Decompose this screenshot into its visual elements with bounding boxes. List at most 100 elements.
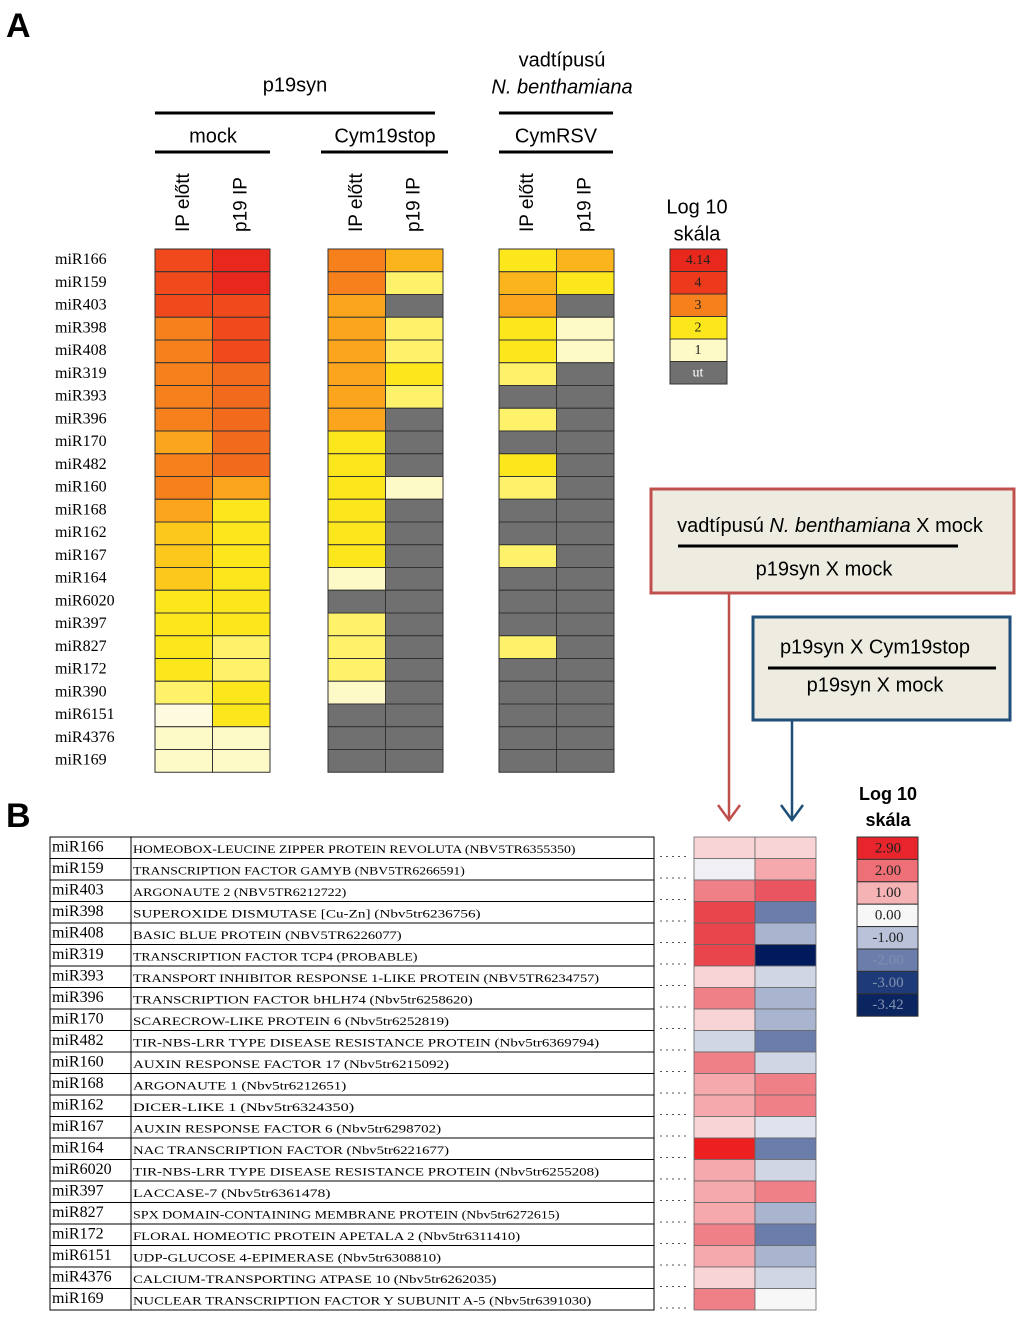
heat-cell xyxy=(327,476,386,500)
heat-cell xyxy=(693,1008,756,1031)
heat-cell xyxy=(327,407,386,432)
heat-cell xyxy=(385,544,444,568)
heat-cell xyxy=(754,1159,817,1182)
heat-cell xyxy=(327,453,386,477)
column-label: p19 IP xyxy=(230,177,251,232)
heat-cell xyxy=(556,749,615,773)
ratio-numerator: p19syn X Cym19stop xyxy=(780,636,970,658)
heat-cell xyxy=(154,635,213,659)
heat-cell xyxy=(498,362,557,386)
target-label: TRANSCRIPTION FACTOR bHLH74 (Nbv5tr62586… xyxy=(133,992,473,1006)
heat-cell xyxy=(385,635,444,659)
heat-cell xyxy=(212,521,271,546)
heat-cell xyxy=(754,836,817,859)
target-label: CALCIUM-TRANSPORTING ATPASE 10 (Nbv5tr62… xyxy=(133,1272,496,1286)
heat-cell xyxy=(498,635,557,659)
heat-cell xyxy=(693,1266,756,1289)
row-label: miR398 xyxy=(55,319,107,336)
heat-cell xyxy=(327,316,386,341)
mirna-label: miR159 xyxy=(52,860,104,877)
row-label: miR162 xyxy=(55,524,107,541)
mirna-label: miR398 xyxy=(52,903,104,920)
row-label: miR396 xyxy=(55,410,107,427)
heat-cell xyxy=(212,498,271,523)
legend-label: 4 xyxy=(695,276,702,291)
target-label: AUXIN RESPONSE FACTOR 17 (Nbv5tr6215092) xyxy=(133,1057,449,1071)
heat-cell xyxy=(154,271,213,295)
mirna-label: miR6151 xyxy=(52,1247,112,1264)
heat-cell xyxy=(327,680,386,705)
target-label: SCARECROW-LIKE PROTEIN 6 (Nbv5tr6252819) xyxy=(133,1014,449,1028)
heat-cell xyxy=(212,453,271,477)
heat-cell xyxy=(327,658,386,682)
heat-cell xyxy=(385,589,444,614)
legend-title: Log 10 xyxy=(666,196,727,218)
heat-cell xyxy=(556,726,615,750)
heat-cell xyxy=(556,635,615,659)
target-label: SPX DOMAIN-CONTAINING MEMBRANE PROTEIN (… xyxy=(133,1207,560,1221)
heat-cell xyxy=(693,1245,756,1268)
legend-label: -3.00 xyxy=(872,975,903,991)
mirna-label: miR6020 xyxy=(52,1161,112,1178)
heat-cell xyxy=(385,726,444,750)
row-label: miR390 xyxy=(55,683,107,700)
heat-cell xyxy=(754,1008,817,1031)
row-label: miR160 xyxy=(55,479,107,496)
heat-cell xyxy=(693,1051,756,1074)
heat-cell xyxy=(556,703,615,728)
heat-cell xyxy=(556,294,615,318)
mirna-label: miR160 xyxy=(52,1054,104,1071)
heat-cell xyxy=(693,1137,756,1160)
legend-swatch xyxy=(669,361,728,385)
row-label: miR172 xyxy=(55,661,107,678)
heat-cell xyxy=(693,922,756,945)
heat-cell xyxy=(212,430,271,455)
heat-cell xyxy=(498,248,557,273)
heat-cell xyxy=(754,1180,817,1203)
row-label: miR319 xyxy=(55,365,107,382)
heat-cell xyxy=(556,476,615,500)
mirna-label: miR408 xyxy=(52,925,104,942)
heat-cell xyxy=(556,498,615,523)
heat-cell xyxy=(754,858,817,881)
mirna-label: miR164 xyxy=(52,1140,104,1157)
heat-cell xyxy=(754,879,817,902)
heat-cell xyxy=(154,612,213,637)
heat-cell xyxy=(693,1180,756,1203)
heat-cell xyxy=(754,1288,817,1311)
group-title: N. benthamiana xyxy=(491,76,632,98)
heat-cell xyxy=(498,680,557,705)
heat-cell xyxy=(556,680,615,705)
heat-cell xyxy=(154,385,213,409)
heat-cell xyxy=(693,1202,756,1225)
heat-cell xyxy=(385,658,444,682)
heat-cell xyxy=(327,544,386,568)
heat-cell xyxy=(327,385,386,409)
ratio-box xyxy=(649,487,1016,595)
heat-cell xyxy=(754,1051,817,1074)
heat-cell xyxy=(556,612,615,637)
mirna-label: miR166 xyxy=(52,839,104,856)
heat-cell xyxy=(154,726,213,750)
heat-cell xyxy=(754,901,817,924)
heat-cell xyxy=(498,385,557,409)
heat-cell xyxy=(693,1159,756,1182)
heat-cell xyxy=(212,567,271,591)
target-label: BASIC BLUE PROTEIN (NBV5TR6226077) xyxy=(133,928,402,942)
heat-cell xyxy=(385,407,444,432)
heat-cell xyxy=(327,362,386,386)
legend-label: 0.00 xyxy=(875,908,901,924)
heat-cell xyxy=(693,1288,756,1311)
heat-cell xyxy=(693,836,756,859)
heat-cell xyxy=(154,407,213,432)
heat-cell xyxy=(498,703,557,728)
column-label: p19 IP xyxy=(574,177,595,232)
heat-cell xyxy=(556,362,615,386)
heat-cell xyxy=(556,248,615,273)
legend-label: 4.14 xyxy=(686,253,711,268)
subgroup-title: mock xyxy=(189,125,238,147)
ratio-denominator: p19syn X mock xyxy=(807,674,945,696)
heat-cell xyxy=(556,567,615,591)
heat-cell xyxy=(556,430,615,455)
legend-title: skála xyxy=(674,223,722,245)
